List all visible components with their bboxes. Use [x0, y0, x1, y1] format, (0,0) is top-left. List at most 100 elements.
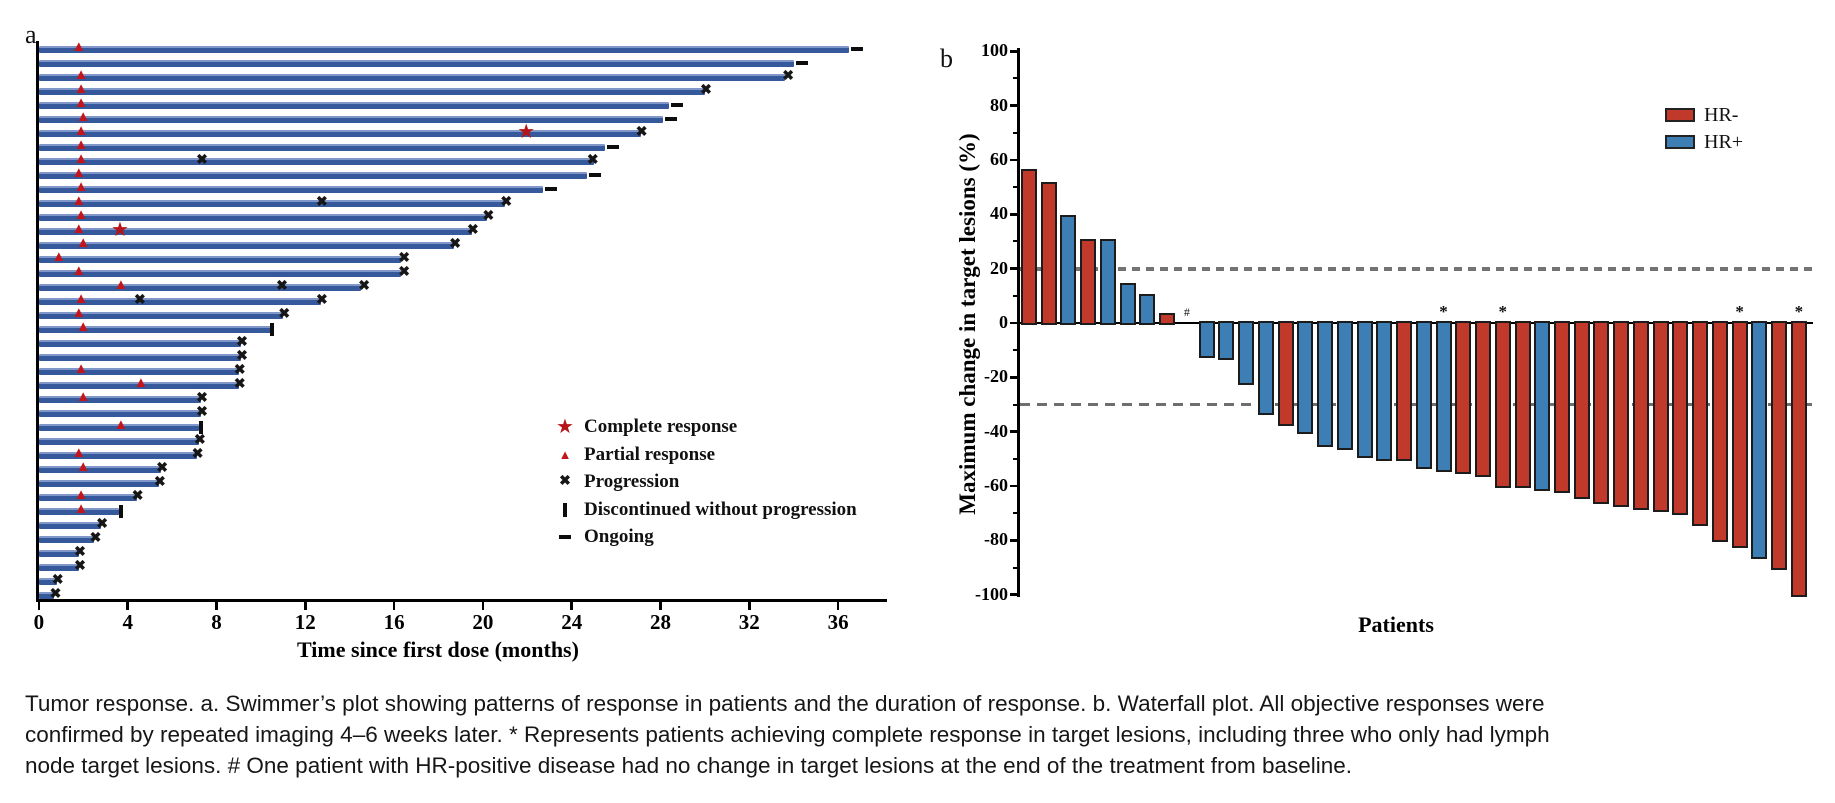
waterfall-zero-line [1017, 321, 1813, 324]
waterfall-bar [1376, 321, 1393, 461]
discontinued-marker [270, 322, 274, 336]
partial-response-triangle-icon: ▲ [71, 38, 87, 55]
x-tick [748, 601, 751, 610]
y-tick-major [1010, 213, 1018, 216]
progression-x-icon: ✖ [96, 516, 108, 532]
legend-item-label: Ongoing [584, 526, 654, 547]
progression-x-icon: ✖ [49, 586, 62, 602]
waterfall-bar [1119, 282, 1136, 325]
triangle-legend-icon: ▲ [558, 447, 572, 462]
swimmer-bar [38, 465, 161, 473]
waterfall-bar [1613, 321, 1630, 508]
partial-response-triangle-icon: ▲ [71, 192, 87, 209]
waterfall-bar [1415, 321, 1432, 469]
swimmer-bar [38, 199, 506, 207]
x-tick-label: 4 [122, 610, 133, 634]
progression-x-icon: ✖ [700, 82, 712, 98]
swimmer-bar [38, 521, 102, 529]
y-tick-label: 100 [981, 40, 1008, 61]
caption-line-2: confirmed by repeated imaging 4–6 weeks … [25, 722, 1550, 747]
progression-x-icon: ✖ [191, 446, 204, 462]
swimmer-bar [38, 409, 201, 417]
progression-x-icon: ✖ [586, 152, 599, 168]
swimmer-bar [38, 423, 199, 431]
progression-x-icon: ✖ [89, 530, 102, 546]
waterfall-bar [1593, 321, 1610, 505]
partial-response-triangle-icon: ▲ [73, 486, 89, 503]
y-tick-minor [1013, 349, 1018, 352]
waterfall-bar [1040, 182, 1057, 325]
swimmer-bar [38, 325, 272, 333]
figure-caption: Tumor response. a. Swimmer’s plot showin… [25, 688, 1815, 781]
complete-response-asterisk: * [1498, 302, 1508, 321]
y-tick-major [1010, 50, 1018, 53]
progression-x-icon: ✖ [74, 558, 86, 574]
partial-response-triangle-icon: ▲ [73, 66, 89, 83]
legend-item-label: Progression [584, 471, 680, 492]
partial-response-triangle-icon: ▲ [73, 122, 89, 139]
partial-response-triangle-icon: ▲ [73, 136, 89, 153]
complete-response-star-icon: ★ [111, 218, 129, 241]
swimmer-bar [38, 283, 361, 291]
progression-x-icon: ✖ [635, 124, 648, 140]
x-tick [37, 601, 41, 610]
waterfall-bar [1771, 321, 1788, 570]
waterfall-bar [1514, 321, 1531, 489]
partial-response-triangle-icon: ▲ [73, 178, 89, 195]
swimmer-bar [38, 143, 605, 151]
legend-item: Ongoing [552, 525, 654, 549]
partial-response-triangle-icon: ▲ [71, 164, 87, 181]
legend-item: ▲ Partial response [552, 443, 716, 467]
swimmer-bar [38, 311, 284, 319]
swimmer-x-axis [36, 599, 887, 602]
panel-b-label: b [940, 44, 953, 73]
swimmer-bar [38, 367, 239, 375]
y-tick-major [1010, 593, 1018, 596]
swimmer-bar [38, 563, 79, 571]
swimmer-bar [38, 395, 201, 403]
swimmer-bar [38, 353, 241, 361]
swimmer-bar [38, 87, 705, 95]
partial-response-triangle-icon: ▲ [73, 360, 89, 377]
y-tick-major [1010, 539, 1018, 542]
ongoing-marker [607, 145, 619, 149]
progression-x-icon: ✖ [196, 390, 208, 406]
swimmer-bar [38, 115, 663, 123]
y-tick-minor [1013, 457, 1018, 460]
y-tick-label: -80 [984, 529, 1008, 550]
waterfall-bar [1198, 321, 1215, 358]
y-tick-label: 80 [990, 94, 1008, 115]
waterfall-bar [1553, 321, 1570, 494]
swimmer-bar [38, 493, 137, 501]
swimmer-bar [38, 227, 472, 235]
y-tick-label: -40 [984, 420, 1008, 441]
progression-x-icon: ✖ [196, 152, 208, 168]
x-tick-label: 32 [738, 610, 760, 634]
y-tick-minor [1013, 566, 1018, 569]
y-tick-label: 20 [990, 257, 1008, 278]
waterfall-legend-label: HR+ [1704, 130, 1744, 153]
discontinued-marker [119, 504, 124, 518]
waterfall-x-axis-title: Patients [1358, 612, 1434, 637]
swimmer-bar [38, 535, 95, 543]
y-tick-label: 0 [999, 312, 1008, 332]
legend-item-label: Partial response [584, 443, 716, 465]
progression-x-icon: ✖ [236, 348, 248, 364]
y-tick-minor [1013, 77, 1018, 80]
waterfall-bar [1139, 293, 1156, 325]
x-tick [126, 601, 129, 610]
swimmer-bar [38, 241, 455, 249]
y-tick-label: -60 [984, 475, 1008, 496]
y-tick-minor [1013, 186, 1018, 189]
legend-item-label: Discontinued without progression [584, 498, 857, 520]
legend-item: ★ Complete response [552, 415, 737, 439]
swimmer-bar [38, 381, 239, 389]
waterfall-legend-label: HR- [1704, 104, 1739, 126]
legend-item-label: Complete response [584, 416, 738, 437]
waterfall-bar [1257, 321, 1274, 415]
panel-a-label: a [25, 20, 37, 49]
waterfall-bar [1731, 321, 1748, 548]
swimmer-bar [38, 255, 401, 263]
y-tick-label: -20 [984, 366, 1008, 387]
partial-response-triangle-icon: ▲ [113, 416, 129, 433]
